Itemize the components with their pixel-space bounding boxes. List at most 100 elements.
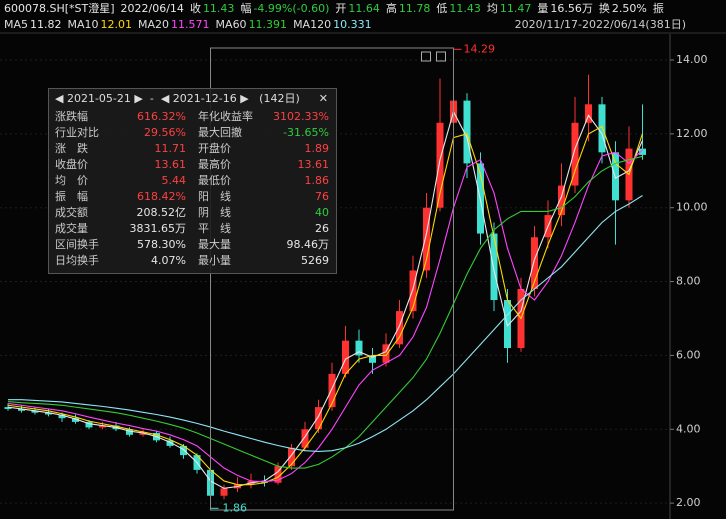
ma-value: 11.571 — [171, 18, 210, 31]
panel-row: 收盘价 13.61 最高价 13.61 — [49, 157, 336, 173]
stat-label: 开盘价 — [198, 142, 231, 155]
quote-label: 收 — [189, 2, 201, 15]
candle-body — [423, 207, 430, 271]
panel-cell: 最小量 5269 — [192, 253, 335, 269]
stat-value: 578.30% — [137, 238, 186, 251]
quote-value: 11.47 — [499, 2, 532, 15]
quote-value: 11.64 — [348, 2, 380, 15]
candle-body — [490, 233, 498, 301]
stat-value: 13.61 — [154, 158, 187, 171]
candle-body — [369, 355, 376, 363]
candle-body — [180, 445, 187, 456]
candle-body — [571, 122, 579, 186]
quote-value: 16.56万 — [550, 2, 593, 15]
candle-body — [558, 185, 565, 216]
ma-value: 11.82 — [30, 18, 62, 31]
quote-label: 高 — [385, 2, 397, 15]
panel-cell: 最高价 13.61 — [192, 157, 335, 173]
candle-body — [139, 432, 147, 435]
panel-row: 涨跌幅 616.32% 年化收益率 3102.33% — [49, 109, 336, 125]
panel-row: 区间换手 578.30% 最大量 98.46万 — [49, 237, 336, 253]
panel-cell: 振 幅 618.42% — [49, 189, 192, 205]
quote-label: 量 — [537, 2, 549, 15]
candle-body — [639, 148, 646, 155]
stat-label: 最大回撤 — [198, 126, 242, 139]
candle-body — [72, 418, 79, 422]
panel-cell: 平 线 26 — [192, 221, 335, 237]
panel-cell: 日均换手 4.07% — [49, 253, 192, 269]
candle-body — [396, 311, 403, 345]
range-low-label: 1.86 — [223, 501, 248, 514]
stat-value: 29.56% — [144, 126, 186, 139]
candle-body — [355, 340, 363, 356]
panel-row: 成交量 3831.65万平 线 26 — [49, 221, 336, 237]
stat-value: 4.07% — [151, 254, 186, 267]
close-button[interactable]: ✕ — [318, 92, 328, 105]
y-tick-label: 10.00 — [676, 201, 708, 214]
panel-cell: 成交额 208.52亿 — [49, 205, 192, 221]
quote-label: 低 — [436, 2, 448, 15]
stat-label: 成交量 — [55, 222, 88, 235]
ma-value: 11.391 — [248, 18, 288, 31]
panel-row: 涨 跌 11.71 开盘价 1.89 — [49, 141, 336, 157]
stat-value: 76 — [315, 190, 329, 203]
ma-line — [7, 155, 643, 469]
panel-row: 行业对比 29.56% 最大回撤 -31.65% — [49, 125, 336, 141]
candle-body — [531, 237, 538, 289]
info-panel: ◀ 2021-05-21 ▶ - ◀ 2021-12-16 ▶ (142日) ✕ … — [48, 88, 337, 274]
stat-label: 平 线 — [198, 222, 231, 235]
date-range: 2020/11/17-2022/06/14(381日) — [514, 18, 686, 31]
quote-value: 11.43 — [202, 2, 235, 15]
ma-line — [7, 125, 644, 486]
stat-value: 3831.65万 — [129, 222, 187, 235]
panel-cell: 涨 跌 11.71 — [49, 141, 192, 157]
stat-value: 11.71 — [154, 142, 187, 155]
box-icon — [421, 51, 431, 62]
candle-body — [18, 408, 25, 411]
candle-body — [288, 447, 295, 467]
stat-label: 收盘价 — [55, 158, 88, 171]
quote-value: -4.99%(-0.60) — [253, 2, 330, 15]
panel-cell: 成交量 3831.65万 — [49, 221, 192, 237]
stat-label: 涨跌幅 — [55, 110, 88, 123]
start-date[interactable]: 2021-05-21 — [66, 92, 131, 105]
y-tick-label: 2.00 — [676, 496, 701, 509]
candle-body — [85, 421, 93, 428]
stat-value: 40 — [315, 206, 329, 219]
date: 2022/06/14 — [120, 2, 184, 15]
quote-bar: 600078.SH[*ST澄星] 2022/06/14 收 11.43 幅 -4.99… — [4, 1, 666, 17]
stat-value: 1.86 — [304, 174, 330, 187]
ma-line — [7, 149, 643, 483]
stat-value: 3102.33% — [273, 110, 329, 123]
ma-name: MA20 — [138, 18, 170, 31]
panel-cell: 行业对比 29.56% — [49, 125, 192, 141]
panel-cell: 最大量 98.46万 — [192, 237, 335, 253]
panel-rows: 涨跌幅 616.32% 年化收益率 3102.33% 行业对比 29.56% 最大回撤 -31… — [49, 109, 336, 269]
ma-line — [8, 195, 643, 452]
stat-value: 616.32% — [137, 110, 186, 123]
candle-body — [126, 429, 133, 435]
stat-label: 阴 线 — [198, 206, 231, 219]
end-date[interactable]: 2021-12-16 — [172, 92, 237, 105]
days: (142日) — [259, 92, 300, 105]
quote-label: 振 — [652, 2, 664, 15]
stat-label: 行业对比 — [55, 126, 99, 139]
candle-body — [166, 440, 174, 446]
selection-box — [210, 47, 454, 511]
quote-label: 均 — [486, 2, 498, 15]
quote-label: 幅 — [240, 2, 252, 15]
y-tick-label: 4.00 — [676, 422, 701, 435]
ma-name: MA5 — [4, 18, 29, 31]
candle-body — [409, 270, 417, 312]
panel-cell: 阴 线 40 — [192, 205, 335, 221]
range-high-label: 14.29 — [464, 42, 496, 55]
panel-row: 振 幅 618.42% 阳 线 76 — [49, 189, 336, 205]
panel-cell: 区间换手 578.30% — [49, 237, 192, 253]
candle-body — [315, 407, 322, 430]
ma-name: MA60 — [215, 18, 247, 31]
stat-value: 13.61 — [297, 158, 330, 171]
stat-label: 成交额 — [55, 206, 88, 219]
quote-value: 11.78 — [398, 2, 431, 15]
quote-label: 开 — [335, 2, 347, 15]
ma-value: 10.331 — [333, 18, 372, 31]
